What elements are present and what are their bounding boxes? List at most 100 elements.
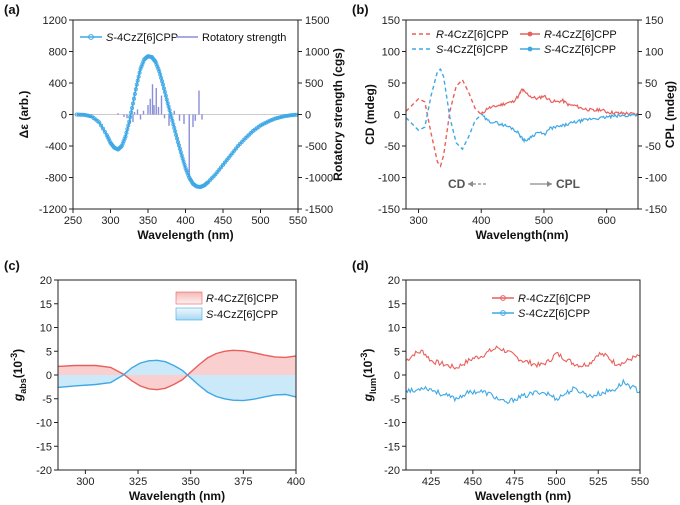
panel-b-legend-right-marker-1 [527,46,533,52]
panel-a-y2-tick-label-4: 500 [305,78,323,90]
panel-b-legend-right-0: R-4CzZ[6]CPP [544,29,617,41]
panel-a-point [226,155,231,160]
panel-a-point [105,134,110,139]
panel-a-xtick-label-3: 400 [176,215,194,227]
panel-d-ylabel-sub: lum [368,378,378,394]
panel-b-annot-cpl: CPL [556,177,580,191]
panel-b-y2-tick-label-5: 100 [645,47,663,59]
panel-c-ylabel-sub: abs [18,378,28,394]
panel-a-point [136,74,141,79]
panel-d-ylabel-base: g [361,393,375,402]
panel-c-y-tick-label-1: -15 [36,441,52,453]
panel-d-line-s [405,378,641,405]
panel-b-cpl-r [480,88,639,117]
panel-a-point [131,96,136,101]
panel-d-ylabel-close: ) [361,349,375,353]
panel-c-ylabel-exp: -3 [9,353,19,361]
panel-c-xtick-label-4: 400 [287,476,305,488]
panel-a-point [138,66,143,71]
panel-c-area-s [58,360,296,401]
panel-c-legend-0-prefix: R [206,293,214,305]
panel-b-xtick-label-0: 300 [409,215,427,227]
panel-d-xtick-label-1: 450 [464,476,482,488]
panel-a-point [102,129,107,134]
panel-a-y2-tick-label-5: 1000 [305,47,329,59]
panel-a-point [76,112,81,117]
panel-c-ylabel-base: g [11,393,25,402]
panel-a-point [161,86,166,91]
panel-a-point [126,123,131,128]
panel-c: (c) 300 325 350 375 400 -20 -15 -10 -5 0 5 10 15 20 Wav… [4,258,305,503]
panel-d-y-tick-label-2: -10 [384,418,400,430]
panel-b-y-tick-label-2: -50 [384,141,400,153]
panel-c-y-tick-label-2: -10 [36,418,52,430]
panel-a-point [120,141,125,146]
panel-a-point [129,110,134,115]
panel-a-point [280,114,285,119]
panel-c-legend-0: R-4CzZ[6]CPP [206,293,279,305]
panel-b: (b)300 400 500 600-150-100-50050100150-150-… [352,2,677,242]
panel-d-ylabel-exp: -3 [359,353,369,361]
panel-d-y-tick-label-4: 0 [394,370,400,382]
panel-a-point [128,115,133,120]
panel-c-legend-1-text: -4CzZ[6]CPP [213,309,278,321]
panel-d-y-tick-label-0: -20 [384,465,400,477]
panel-a-point [230,151,235,156]
panel-a-point [118,144,123,149]
panel-b-annot-cd: CD [448,177,466,191]
panel-c-y-tick-label-7: 15 [40,299,52,311]
panel-b-legend-left-1-prefix: S [436,44,444,56]
panel-a-point [160,82,165,87]
panel-a-legend-marker-0 [88,34,94,40]
panel-a-point [290,113,295,118]
panel-b-y2label: CPL (mdeg) [663,81,677,148]
panel-b-xlabel: Wavelength(nm) [476,228,569,242]
panel-c-y-tick-label-6: 10 [40,323,52,335]
panel-a-legend-1: Rotatory strength [202,32,286,44]
panel-c-y-tick-label-3: -5 [42,394,52,406]
panel-a-legend-1-text: Rotatory strength [202,32,286,44]
panel-c-line-r [57,349,297,391]
panel-a-xtick-label-1: 300 [101,215,119,227]
panel-a-point [104,132,109,137]
panel-a: (a) 250 300 350 400 450 500 550 -1200 -800 -400 0 40… [4,2,345,242]
panel-a-xtick-label-2: 350 [139,215,157,227]
panel-a-point [133,87,138,92]
panel-d: (d) 425 450 475 500 525 550 -20 -15 -10 -5 0 5 10 15 20… [352,258,649,503]
panel-b-y2-tick-label-2: -50 [645,141,661,153]
panel-c-xlabel: Wavelength (nm) [129,489,225,503]
panel-a-point [130,106,135,111]
panel-c-xtick-label-0: 300 [76,476,94,488]
panel-d-xlabel: Wavelength (nm) [475,489,571,503]
panel-b-legend-right-1-prefix: S [544,44,552,56]
panel-a-y2-tick-label-6: 1500 [305,15,329,27]
panel-a-y-tick-label-0: -1200 [39,204,67,216]
panel-d-xtick-label-0: 425 [422,476,440,488]
panel-b-legend-left-0-prefix: R [436,29,444,41]
panel-a-point [277,115,282,120]
panel-c-ylabel: gabs(10-3) [9,349,28,402]
panel-b-y-tick-label-3: 0 [394,110,400,122]
panel-a-point [273,116,278,121]
panel-b-legend-left-0-text: -4CzZ[6]CPP [444,29,509,41]
panel-a-point [224,158,229,163]
panel-a-point [84,113,89,118]
panel-a-point [286,113,291,118]
panel-c-xtick-label-2: 350 [182,476,200,488]
panel-c-legend-0-text: -4CzZ[6]CPP [214,293,279,305]
panel-a-point [99,123,104,128]
panel-a-point [167,108,172,113]
panel-a-point [288,113,293,118]
panel-b-cpl-s [480,113,639,144]
panel-a-point [215,169,220,174]
panel-a-point [186,173,191,178]
panel-a-point [275,115,280,120]
panel-b-xtick-label-2: 500 [535,215,553,227]
panel-d-legend-marker-1 [500,310,506,316]
panel-d-xtick-label-4: 525 [589,476,607,488]
panel-a-y2-tick-label-3: 0 [305,110,311,122]
panel-a-y2-tick-label-0: -1500 [305,204,333,216]
panel-c-legend-swatch-1 [175,307,203,321]
panel-a-point [119,143,124,148]
panel-a-point [107,138,112,143]
